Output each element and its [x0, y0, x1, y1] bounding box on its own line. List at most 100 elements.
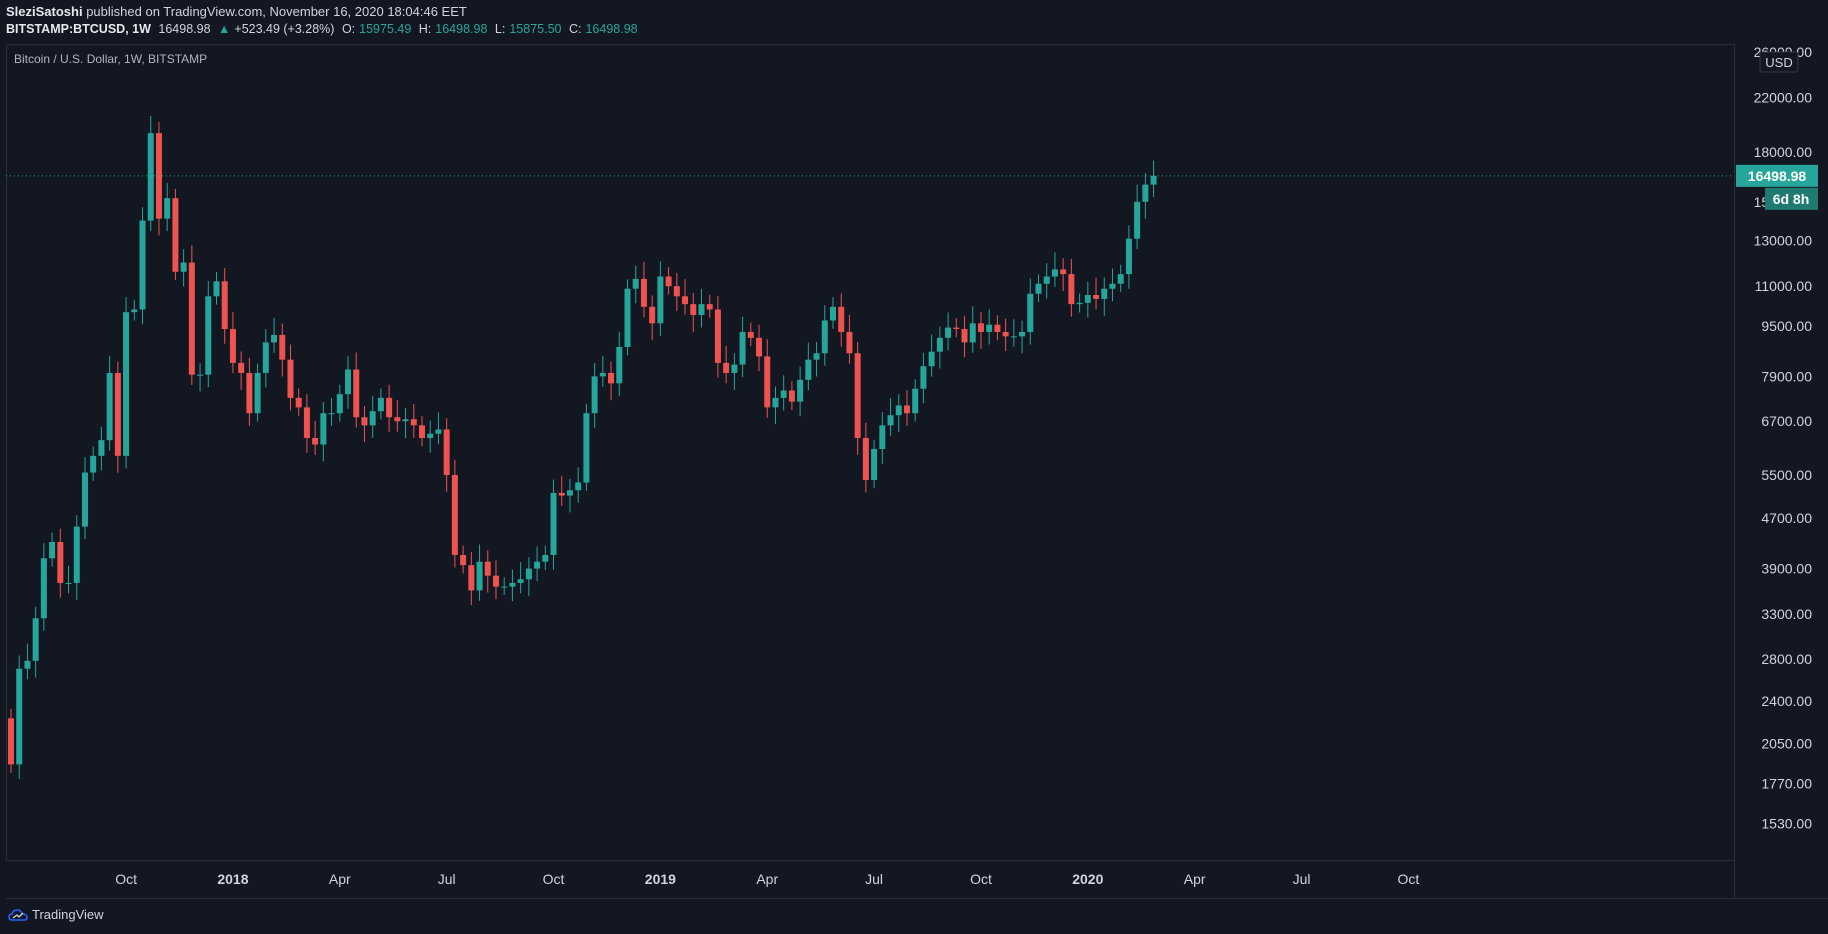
candle-body: [164, 198, 171, 219]
candle-body: [1035, 283, 1042, 294]
time-tick-label: Apr: [756, 871, 778, 887]
candle: [706, 294, 713, 318]
candle-body: [969, 323, 976, 343]
candle: [731, 353, 738, 390]
candle: [632, 265, 639, 304]
candle: [657, 261, 664, 336]
candle: [172, 188, 179, 281]
candle-body: [410, 419, 417, 426]
candle-body: [98, 440, 105, 456]
candle: [81, 457, 88, 540]
candle: [854, 341, 861, 455]
candle: [287, 344, 294, 411]
candle-body: [862, 437, 869, 480]
last-price-value: 16498.98: [1748, 168, 1807, 184]
tradingview-brand[interactable]: TradingView: [8, 907, 104, 922]
candle-body: [279, 334, 286, 360]
candle-body: [336, 394, 343, 414]
candle-body: [616, 346, 623, 384]
candle-body: [1002, 331, 1009, 337]
candle-body: [303, 407, 310, 438]
candle-body: [1051, 269, 1058, 277]
candle: [591, 363, 598, 428]
candle: [419, 415, 425, 447]
candle-body: [953, 327, 960, 330]
candle: [238, 351, 245, 390]
candle-body: [468, 565, 475, 591]
candle: [895, 394, 902, 433]
open-value: 15975.49: [359, 22, 412, 36]
candle: [386, 384, 393, 432]
candle-body: [887, 415, 894, 426]
candle: [221, 268, 228, 344]
candle: [953, 318, 960, 338]
candle: [517, 562, 524, 594]
candle-body: [106, 372, 113, 441]
candle-body: [246, 372, 253, 414]
price-tick-label: 5500.00: [1761, 467, 1812, 483]
candle: [57, 528, 64, 598]
candle: [903, 390, 910, 426]
candle: [1027, 278, 1034, 345]
candle: [279, 323, 286, 377]
brand-label: TradingView: [32, 907, 104, 922]
candle-body: [1134, 201, 1141, 239]
candle: [772, 386, 779, 425]
candle-series: [8, 115, 1157, 780]
candle-body: [542, 554, 549, 562]
candle-body: [599, 372, 606, 377]
candle: [1035, 274, 1042, 303]
candle: [377, 388, 384, 420]
candle-body: [205, 296, 212, 375]
candle-body: [517, 579, 524, 583]
candle-body: [1093, 295, 1100, 299]
candle-body: [65, 582, 72, 584]
candle: [501, 577, 508, 595]
currency-badge: [1759, 51, 1799, 73]
time-tick-label: Jul: [865, 871, 883, 887]
candle-body: [1117, 274, 1124, 284]
candle-body: [287, 359, 294, 398]
high-key: H:: [418, 22, 432, 36]
candle: [1010, 319, 1017, 347]
price-axis[interactable]: 26000.0022000.0018000.0015000.0013000.00…: [1754, 44, 1813, 831]
publisher-name: SleziSatoshi: [6, 4, 83, 19]
candle-body: [32, 618, 39, 661]
close-key: C:: [568, 22, 582, 36]
candle-body: [443, 429, 450, 475]
candle: [16, 655, 23, 780]
candle-body: [361, 417, 368, 426]
time-tick-label: Oct: [115, 871, 137, 887]
candle: [797, 366, 804, 417]
candle-body: [640, 278, 647, 307]
candle: [65, 565, 72, 594]
candle: [723, 345, 730, 384]
candle-body: [821, 320, 828, 354]
candle: [164, 182, 171, 232]
candle-body: [879, 425, 886, 450]
candle-body: [1109, 283, 1116, 289]
candle: [106, 355, 113, 451]
candle: [640, 261, 647, 318]
time-tick-label: Apr: [1184, 871, 1206, 887]
candle-body: [1043, 276, 1050, 284]
candle-body: [977, 323, 984, 332]
candle-body: [846, 331, 853, 354]
candle: [747, 322, 754, 347]
candle: [805, 342, 812, 391]
candle-body: [501, 586, 508, 588]
candle: [49, 532, 56, 567]
candle-body: [838, 306, 845, 332]
candle: [550, 479, 557, 570]
candle-body: [575, 482, 582, 491]
time-axis[interactable]: Oct 2018 Apr Jul Oct 2019 Apr Jul Oct 2020 Apr Jul O…: [115, 871, 1419, 887]
time-tick-label: Oct: [1398, 871, 1420, 887]
candle: [616, 331, 623, 396]
candle-body: [649, 306, 656, 324]
candle-body: [147, 133, 154, 221]
candle: [476, 544, 483, 601]
candle: [575, 467, 582, 503]
candle: [320, 401, 327, 462]
candle-body: [920, 366, 927, 389]
